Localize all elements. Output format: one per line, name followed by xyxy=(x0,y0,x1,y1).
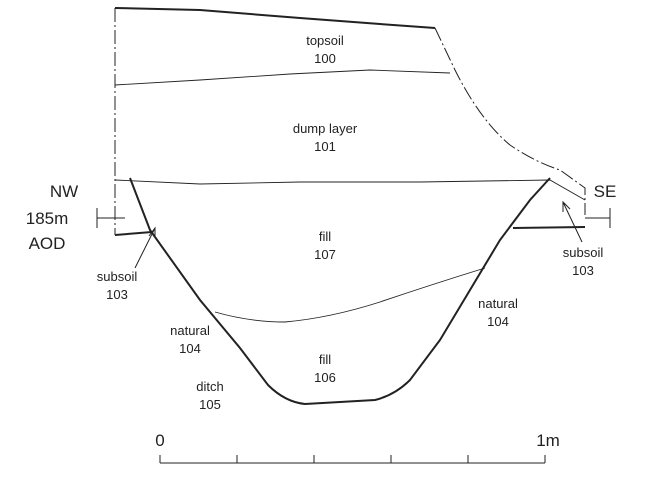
layer-number: 101 xyxy=(314,139,336,154)
layer-name: topsoil xyxy=(306,33,344,48)
ground-surface xyxy=(114,7,436,29)
arrow xyxy=(562,200,583,243)
scale-bar xyxy=(159,455,546,464)
scale-end: 1m xyxy=(536,431,560,450)
right-edge xyxy=(434,27,586,215)
orientation-right: SE xyxy=(594,182,617,201)
layer-number: 107 xyxy=(314,247,336,262)
fill-boundary xyxy=(214,267,486,323)
layer-name: subsoil xyxy=(563,245,604,260)
orientation-left: NW xyxy=(50,182,78,201)
topsoil-base xyxy=(114,69,451,86)
datum-reference: AOD xyxy=(29,234,66,253)
layer-number: 100 xyxy=(314,51,336,66)
layer-name: fill xyxy=(319,352,331,367)
layer-number: 104 xyxy=(487,314,509,329)
subsoil-right xyxy=(512,226,586,229)
layer-name: fill xyxy=(319,229,331,244)
layer-name: natural xyxy=(170,323,210,338)
arrow xyxy=(134,226,156,269)
layer-number: 105 xyxy=(199,397,221,412)
subsoil-left xyxy=(114,231,153,236)
scale-start: 0 xyxy=(155,431,164,450)
layer-number: 106 xyxy=(314,370,336,385)
datum-right xyxy=(585,208,611,228)
datum-left xyxy=(96,208,125,228)
layer-name: natural xyxy=(478,296,518,311)
datum-height: 185m xyxy=(26,209,69,228)
ditch-cut xyxy=(129,177,551,406)
layer-name: dump layer xyxy=(293,121,358,136)
layer-name: subsoil xyxy=(97,269,138,284)
layer-number: 103 xyxy=(106,287,128,302)
layer-number: 103 xyxy=(572,263,594,278)
layer-number: 104 xyxy=(179,341,201,356)
dump-base xyxy=(114,179,586,201)
layer-name: ditch xyxy=(196,379,223,394)
